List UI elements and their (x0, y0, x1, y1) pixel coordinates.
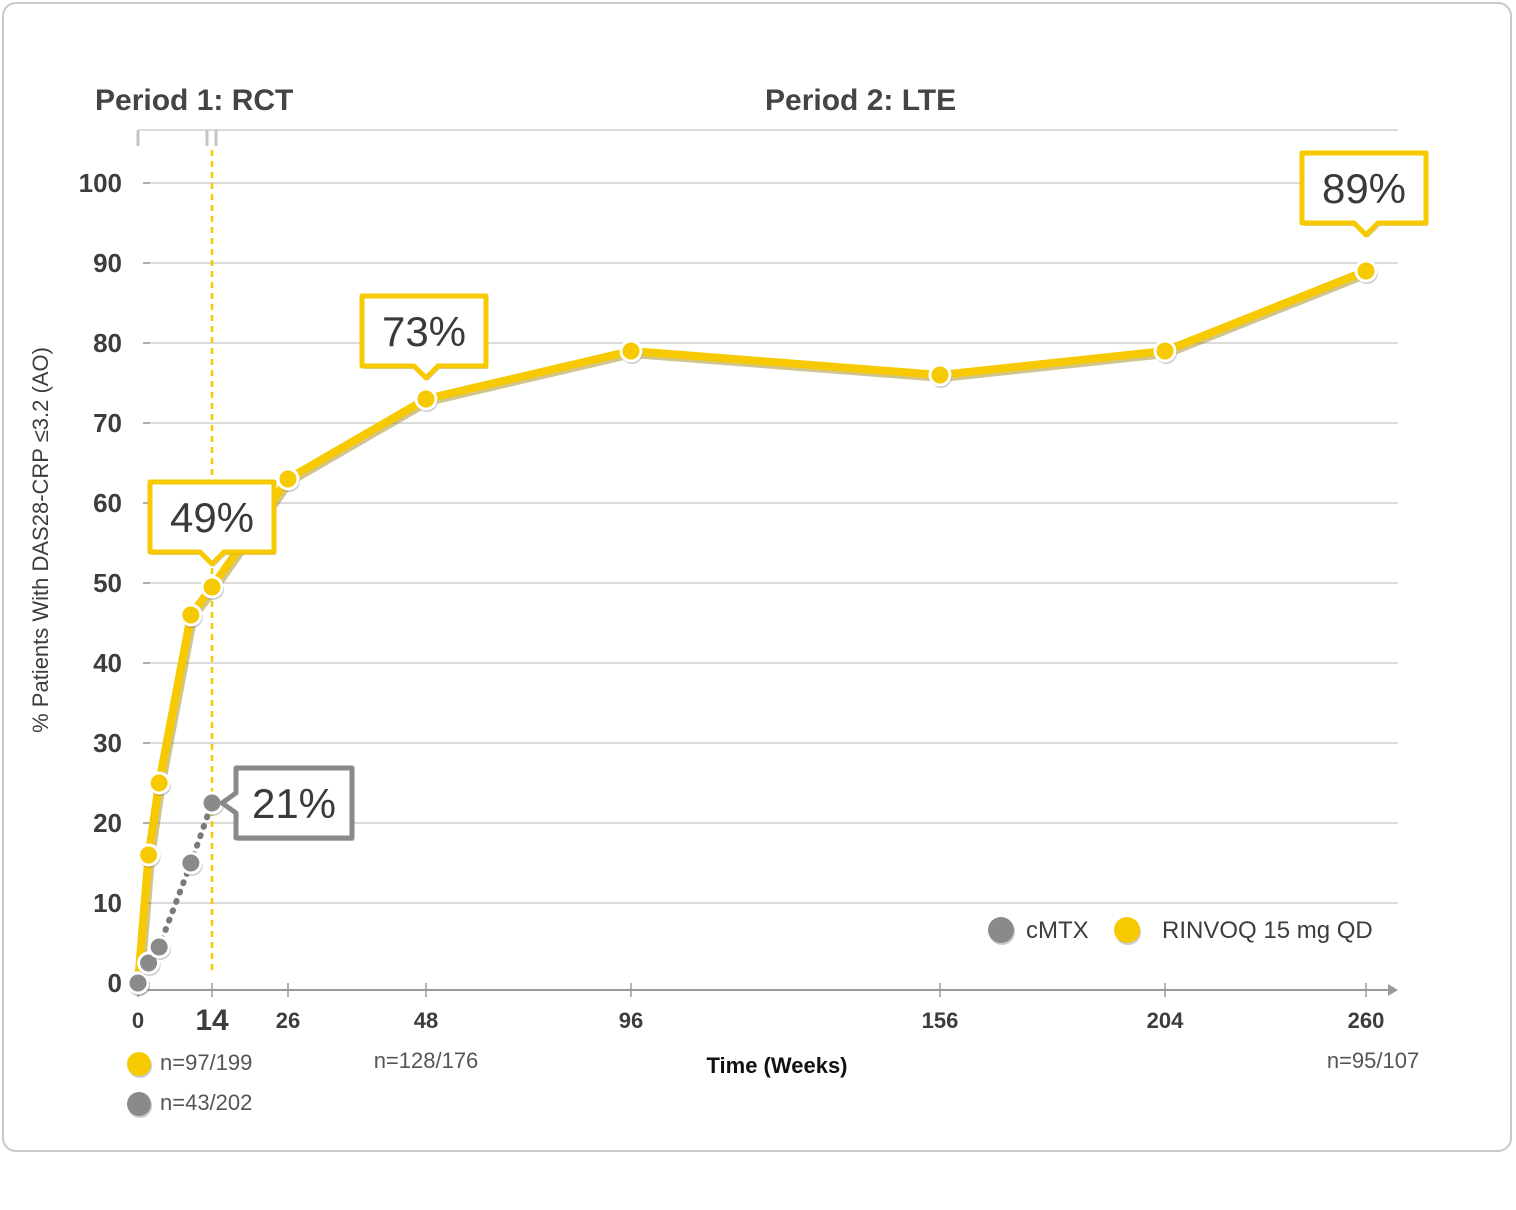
period-headers: Period 1: RCT Period 2: LTE (95, 84, 956, 117)
x-tick-label: 204 (1147, 1008, 1184, 1033)
y-tick-label: 60 (93, 488, 122, 518)
chart-card (2, 2, 1512, 1152)
y-tick-label: 70 (93, 408, 122, 438)
y-tick-label: 40 (93, 648, 122, 678)
callout-label: 73% (382, 308, 466, 355)
legend-swatch (988, 917, 1014, 943)
x-axis: 0 14 26 48 96 156 204 260 (132, 983, 1398, 1037)
rinvoq-data-point (414, 387, 438, 411)
x-tick-label: 14 (195, 1004, 229, 1037)
y-tick-label: 10 (93, 888, 122, 918)
x-tick-label: 260 (1348, 1008, 1385, 1033)
sample-size-label: n=128/176 (374, 1048, 479, 1073)
y-tick-label: 30 (93, 728, 122, 758)
sample-size-layer: n=97/199 n=43/202 n=128/176 n=95/107 (127, 1048, 1419, 1118)
callout-box (219, 765, 355, 841)
cmtx-data-point (179, 851, 203, 875)
gridlines (136, 129, 1398, 975)
callout-box (359, 293, 489, 381)
sample-size-label: n=97/199 (160, 1050, 252, 1075)
y-axis-ticks: 0 10 20 30 40 50 60 70 80 90 100 (79, 168, 150, 998)
period-1-bracket (136, 130, 209, 146)
cmtx-data-point (137, 951, 161, 975)
x-axis-arrow (1388, 984, 1398, 996)
y-tick-label: 0 (108, 968, 122, 998)
callout-box (147, 479, 277, 567)
x-tick-label: 26 (276, 1008, 300, 1033)
x-axis-label: Time (Weeks) (706, 1053, 847, 1078)
rinvoq-data-point (619, 339, 643, 363)
sample-legend-dot (127, 1092, 151, 1116)
rinvoq-data-point (928, 363, 952, 387)
rinvoq-data-point (276, 467, 300, 491)
y-tick-label: 90 (93, 248, 122, 278)
legend-label: cMTX (1026, 917, 1089, 944)
x-tick-label: 48 (414, 1008, 438, 1033)
x-tick-label: 96 (619, 1008, 643, 1033)
rinvoq-series-shadow (134, 268, 1370, 986)
y-tick-label: 20 (93, 808, 122, 838)
callouts-layer: 49% 73% 89% 21% (147, 150, 1429, 841)
callout-label: 21% (252, 780, 336, 827)
rinvoq-data-point (179, 603, 203, 627)
rinvoq-data-point (1354, 259, 1378, 283)
sample-size-label: n=43/202 (160, 1090, 252, 1115)
sample-legend-dot (127, 1052, 151, 1076)
rinvoq-data-point (1153, 339, 1177, 363)
cmtx-data-point (147, 935, 171, 959)
period-1-label: Period 1: RCT (95, 84, 293, 117)
callout-label: 49% (170, 494, 254, 541)
legend-swatch (1114, 917, 1140, 943)
series-layer (126, 259, 1378, 996)
y-axis-label: % Patients With DAS28-CRP ≤3.2 (AO) (28, 347, 53, 733)
legend-label: RINVOQ 15 mg QD (1162, 917, 1373, 944)
x-tick-label: 156 (922, 1008, 959, 1033)
sample-size-label: n=95/107 (1327, 1048, 1419, 1073)
y-tick-label: 80 (93, 328, 122, 358)
callout-label: 89% (1322, 165, 1406, 212)
y-tick-label: 100 (79, 168, 122, 198)
period-2-label: Period 2: LTE (765, 84, 956, 117)
rinvoq-series-line (134, 267, 1368, 984)
callout-box (1299, 150, 1429, 238)
cmtx-data-point (126, 971, 150, 995)
rinvoq-data-point (137, 843, 161, 867)
legend: cMTX RINVOQ 15 mg QD (988, 917, 1373, 945)
rinvoq-data-point (147, 771, 171, 795)
x-tick-label: 0 (132, 1008, 144, 1033)
rinvoq-data-point (200, 575, 224, 599)
cmtx-data-point (200, 791, 224, 815)
y-tick-label: 50 (93, 568, 122, 598)
